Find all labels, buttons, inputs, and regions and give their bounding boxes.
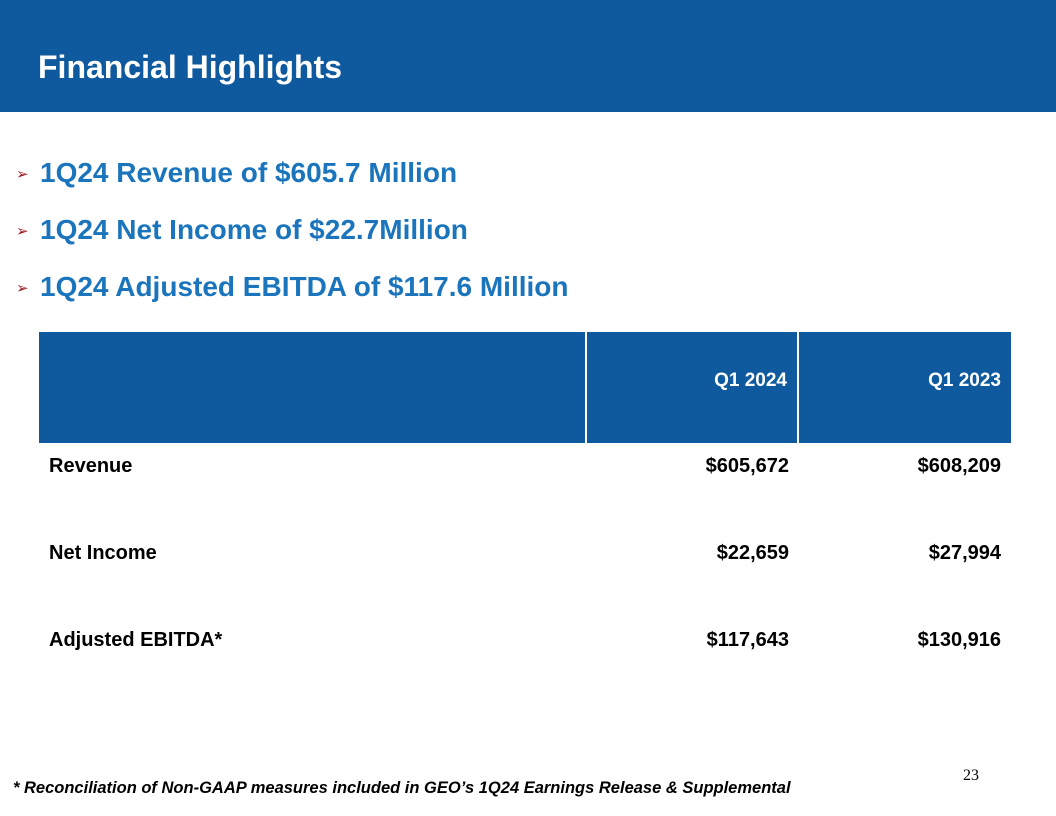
financial-table: Q1 2024 Q1 2023 Revenue $605,672 $608,20…: [39, 332, 1011, 704]
slide-title: Financial Highlights: [38, 49, 343, 85]
bullet-text: 1Q24 Adjusted EBITDA of $117.6 Million: [40, 270, 569, 302]
value-q1-2023: $130,916: [917, 629, 1001, 651]
table-row: Adjusted EBITDA* $117,643 $130,916: [39, 617, 1011, 704]
bullet-item: ➢ 1Q24 Adjusted EBITDA of $117.6 Million: [16, 258, 1016, 315]
footnote: * Reconciliation of Non-GAAP measures in…: [13, 779, 791, 797]
arrow-bullet-icon: ➢: [16, 223, 29, 240]
header-q1-2024: Q1 2024: [587, 332, 799, 443]
header-q1-2023: Q1 2023: [928, 370, 1001, 391]
table-row: Net Income $22,659 $27,994: [39, 530, 1011, 617]
value-q1-2024: $605,672: [705, 455, 789, 477]
value-q1-2024: $117,643: [706, 629, 789, 651]
value-q1-2024: $22,659: [716, 542, 789, 564]
title-bar: [0, 0, 1056, 112]
table-header-row: Q1 2024 Q1 2023: [39, 332, 1011, 443]
bullet-list: ➢ 1Q24 Revenue of $605.7 Million ➢ 1Q24 …: [16, 144, 1016, 315]
bullet-text: 1Q24 Net Income of $22.7Million: [40, 213, 468, 245]
page-number: 23: [963, 767, 979, 784]
arrow-bullet-icon: ➢: [16, 166, 29, 183]
value-q1-2023: $27,994: [928, 542, 1001, 564]
arrow-bullet-icon: ➢: [16, 280, 29, 297]
bullet-text: 1Q24 Revenue of $605.7 Million: [40, 156, 458, 188]
row-label: Revenue: [49, 455, 133, 477]
header-label-cell: [39, 332, 587, 443]
bullet-item: ➢ 1Q24 Net Income of $22.7Million: [16, 201, 1016, 258]
row-label: Net Income: [49, 542, 157, 564]
bullet-item: ➢ 1Q24 Revenue of $605.7 Million: [16, 144, 1016, 201]
table-row: Revenue $605,672 $608,209: [39, 443, 1011, 530]
row-label: Adjusted EBITDA*: [49, 629, 223, 651]
value-q1-2023: $608,209: [917, 455, 1001, 477]
